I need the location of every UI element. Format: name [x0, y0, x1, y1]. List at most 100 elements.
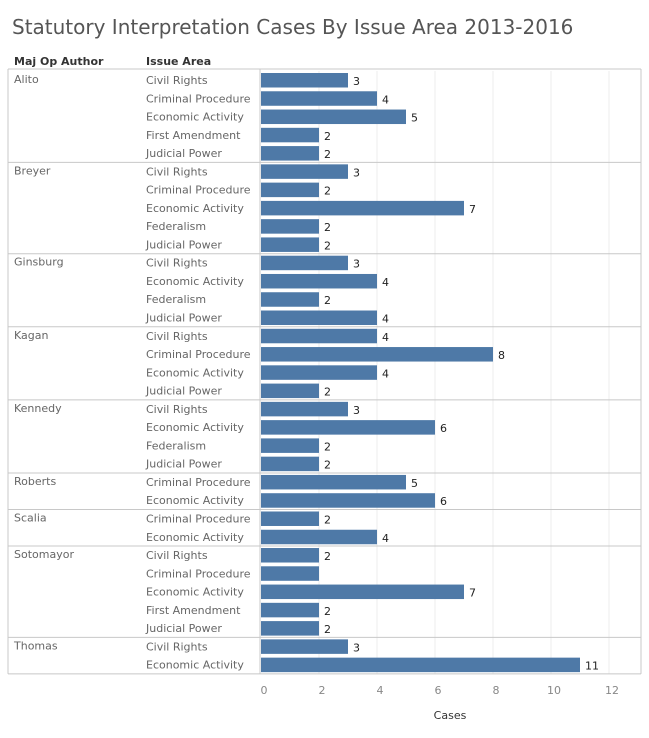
- x-tick-label: 4: [377, 684, 384, 697]
- author-label: Roberts: [14, 475, 56, 488]
- issue-label: Economic Activity: [146, 202, 244, 215]
- issue-label: Judicial Power: [145, 622, 222, 635]
- author-label: Scalia: [14, 511, 47, 524]
- data-label: 2: [324, 440, 331, 453]
- bar: [261, 109, 406, 125]
- bar: [261, 292, 319, 307]
- data-label: 2: [324, 185, 331, 198]
- issue-label: Civil Rights: [146, 165, 208, 178]
- bar: [261, 273, 377, 289]
- x-axis-label: Cases: [434, 709, 467, 722]
- issue-label: Economic Activity: [146, 421, 244, 434]
- bar: [261, 146, 319, 161]
- bar: [261, 365, 377, 380]
- author-header: Maj Op Author: [14, 55, 104, 68]
- issue-label: Federalism: [146, 293, 206, 306]
- data-label: 3: [353, 258, 360, 271]
- x-tick-label: 6: [435, 684, 442, 697]
- bar: [261, 182, 319, 198]
- bar: [261, 401, 348, 417]
- x-tick-label: 8: [493, 684, 500, 697]
- x-tick-label: 10: [547, 684, 561, 697]
- bar: [261, 237, 319, 252]
- issue-label: Judicial Power: [145, 458, 222, 471]
- bar: [261, 438, 319, 453]
- bar: [261, 164, 348, 179]
- issue-label: Civil Rights: [146, 330, 208, 343]
- data-label: 3: [353, 641, 360, 654]
- issue-label: First Amendment: [146, 604, 241, 617]
- data-label: 4: [382, 367, 389, 380]
- data-label: 3: [353, 404, 360, 417]
- bar: [261, 493, 435, 508]
- data-label: 2: [324, 513, 331, 526]
- bar: [261, 420, 435, 435]
- bar: [261, 548, 319, 563]
- issue-label: Civil Rights: [146, 549, 208, 562]
- issue-label: Judicial Power: [145, 147, 222, 160]
- data-label: 4: [382, 93, 389, 106]
- bar: [261, 621, 319, 636]
- author-label: Alito: [14, 73, 39, 86]
- data-label: 11: [585, 660, 599, 673]
- bar: [261, 219, 319, 234]
- data-label: 2: [324, 623, 331, 636]
- data-label: 2: [324, 459, 331, 472]
- issue-label: Civil Rights: [146, 257, 208, 270]
- author-label: Kagan: [14, 329, 48, 342]
- issue-area-header: Issue Area: [146, 55, 212, 68]
- data-label: 7: [469, 203, 476, 216]
- data-label: 2: [324, 148, 331, 161]
- bar: [261, 255, 348, 271]
- issue-label: Criminal Procedure: [146, 512, 251, 525]
- data-label: 5: [411, 112, 418, 125]
- issue-label: Economic Activity: [146, 531, 244, 544]
- author-label: Thomas: [13, 639, 58, 652]
- data-label: 2: [324, 294, 331, 307]
- issue-label: Economic Activity: [146, 275, 244, 288]
- issue-label: Economic Activity: [146, 111, 244, 124]
- data-label: 7: [469, 587, 476, 600]
- data-label: 4: [382, 532, 389, 545]
- issue-label: Federalism: [146, 439, 206, 452]
- bar: [261, 584, 464, 600]
- bar: [261, 383, 319, 399]
- x-tick-label: 2: [319, 684, 326, 697]
- issue-label: Criminal Procedure: [146, 184, 251, 197]
- x-tick-label: 0: [261, 684, 268, 697]
- issue-label: Judicial Power: [145, 238, 222, 251]
- issue-label: Economic Activity: [146, 366, 244, 379]
- data-label: 8: [498, 349, 505, 362]
- author-label: Ginsburg: [14, 256, 64, 269]
- chart-title: Statutory Interpretation Cases By Issue …: [12, 15, 574, 39]
- data-label: 2: [324, 221, 331, 234]
- bar: [261, 347, 493, 362]
- issue-label: First Amendment: [146, 129, 241, 142]
- bar: [261, 529, 377, 545]
- issue-label: Criminal Procedure: [146, 476, 251, 489]
- data-label: 2: [324, 550, 331, 563]
- bar: [261, 602, 319, 618]
- issue-label: Federalism: [146, 220, 206, 233]
- bar: [261, 200, 464, 216]
- data-label: 5: [411, 477, 418, 490]
- bar: [261, 328, 377, 344]
- bar: [261, 639, 348, 654]
- data-label: 4: [382, 313, 389, 326]
- data-label: 2: [324, 386, 331, 399]
- issue-label: Economic Activity: [146, 494, 244, 507]
- issue-label: Judicial Power: [145, 312, 222, 325]
- data-label: 3: [353, 75, 360, 88]
- data-label: 6: [440, 495, 447, 508]
- issue-label: Criminal Procedure: [146, 92, 251, 105]
- issue-label: Economic Activity: [146, 586, 244, 599]
- data-label: 4: [382, 276, 389, 289]
- issue-label: Criminal Procedure: [146, 567, 251, 580]
- bar: [261, 91, 377, 106]
- issue-label: Economic Activity: [146, 659, 244, 672]
- issue-label: Civil Rights: [146, 640, 208, 653]
- data-label: 2: [324, 605, 331, 618]
- bar: [261, 456, 319, 472]
- data-label: 2: [324, 130, 331, 143]
